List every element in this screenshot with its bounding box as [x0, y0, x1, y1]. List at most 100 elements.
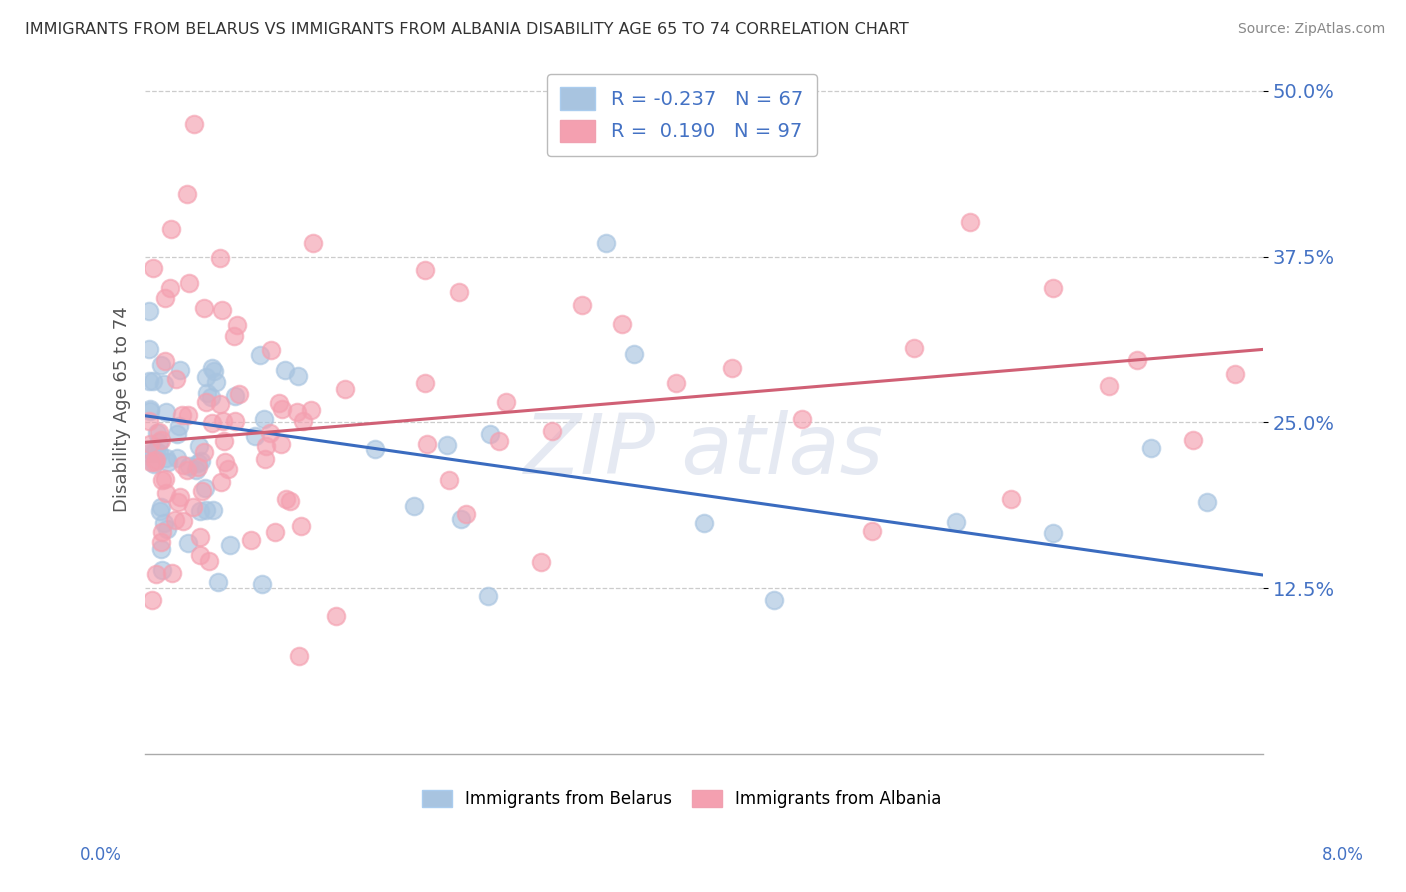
Point [200, 361, 222, 376]
Point [188, 548, 211, 562]
Point [436, 438, 458, 452]
Point [201, 416, 224, 430]
Point [166, 426, 188, 441]
Point [138, 304, 160, 318]
Point [138, 374, 160, 388]
Point [169, 363, 191, 377]
Point [150, 525, 173, 540]
Point [790, 411, 813, 425]
Point [148, 435, 170, 450]
Point [177, 409, 200, 423]
Point [253, 451, 276, 466]
Point [148, 446, 170, 460]
Point [219, 537, 242, 551]
Point [195, 395, 218, 409]
Point [148, 425, 170, 440]
Point [194, 503, 217, 517]
Point [290, 518, 312, 533]
Point [402, 500, 425, 514]
Point [693, 516, 716, 530]
Point [269, 396, 291, 410]
Point [177, 276, 200, 290]
Point [153, 376, 176, 391]
Point [155, 472, 177, 486]
Point [274, 491, 297, 506]
Point [138, 401, 160, 416]
Point [860, 524, 883, 539]
Point [195, 385, 218, 400]
Legend: Immigrants from Belarus, Immigrants from Albania: Immigrants from Belarus, Immigrants from… [415, 783, 949, 815]
Point [211, 302, 233, 317]
Point [150, 473, 173, 487]
Point [264, 525, 287, 540]
Point [288, 648, 311, 663]
Point [166, 451, 188, 466]
Point [145, 452, 167, 467]
Point [224, 414, 246, 428]
Point [153, 353, 176, 368]
Point [1182, 434, 1205, 448]
Point [253, 412, 276, 426]
Point [142, 374, 165, 388]
Point [270, 437, 292, 451]
Point [160, 566, 183, 580]
Point [959, 214, 981, 228]
Text: Source: ZipAtlas.com: Source: ZipAtlas.com [1237, 22, 1385, 37]
Point [177, 535, 200, 549]
Point [416, 437, 439, 451]
Point [1195, 494, 1218, 508]
Point [456, 508, 478, 522]
Y-axis label: Disability Age 65 to 74: Disability Age 65 to 74 [114, 306, 131, 512]
Point [138, 414, 160, 428]
Point [335, 382, 357, 396]
Point [202, 503, 225, 517]
Point [155, 485, 177, 500]
Point [193, 445, 215, 459]
Point [188, 530, 211, 544]
Point [150, 542, 173, 557]
Point [209, 397, 232, 411]
Point [299, 403, 322, 417]
Point [274, 363, 297, 377]
Point [447, 285, 470, 300]
Point [176, 463, 198, 477]
Point [165, 372, 187, 386]
Point [150, 563, 173, 577]
Point [141, 593, 163, 607]
Point [209, 251, 232, 265]
Point [172, 408, 194, 422]
Point [149, 503, 172, 517]
Point [145, 443, 167, 458]
Point [198, 554, 221, 568]
Point [945, 516, 967, 530]
Point [172, 514, 194, 528]
Point [222, 329, 245, 343]
Point [260, 343, 283, 357]
Point [224, 389, 246, 403]
Point [214, 455, 236, 469]
Point [495, 394, 517, 409]
Point [188, 504, 211, 518]
Point [287, 405, 309, 419]
Point [167, 419, 190, 434]
Point [226, 318, 249, 332]
Point [191, 484, 214, 499]
Point [1042, 281, 1064, 295]
Point [278, 494, 301, 508]
Point [193, 301, 215, 315]
Point [183, 117, 205, 131]
Point [721, 360, 744, 375]
Point [159, 281, 181, 295]
Point [623, 347, 645, 361]
Point [139, 403, 162, 417]
Point [169, 490, 191, 504]
Point [1042, 525, 1064, 540]
Point [187, 440, 209, 454]
Point [217, 462, 239, 476]
Point [240, 533, 263, 547]
Point [1000, 491, 1022, 506]
Point [595, 236, 617, 251]
Point [207, 574, 229, 589]
Text: IMMIGRANTS FROM BELARUS VS IMMIGRANTS FROM ALBANIA DISABILITY AGE 65 TO 74 CORRE: IMMIGRANTS FROM BELARUS VS IMMIGRANTS FR… [25, 22, 910, 37]
Point [325, 609, 347, 624]
